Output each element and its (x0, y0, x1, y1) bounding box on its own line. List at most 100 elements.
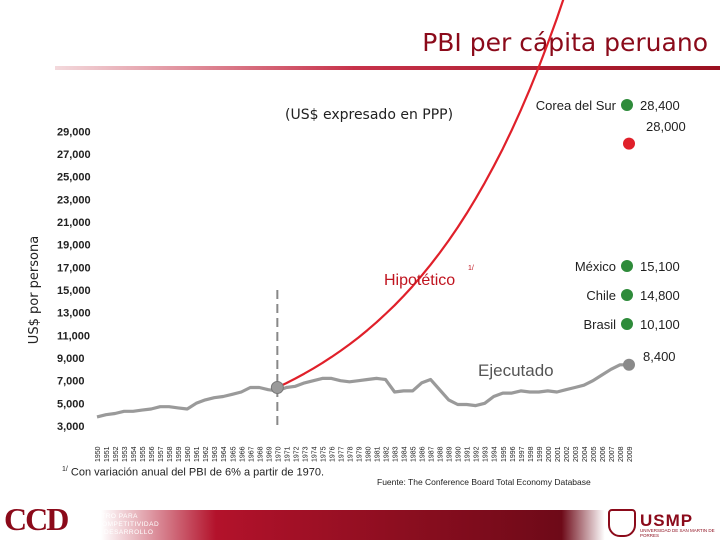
x-tick-label: 2005 (591, 446, 598, 462)
x-tick-label: 1956 (149, 446, 156, 462)
series-label-ejecutado: Ejecutado (478, 361, 554, 380)
hipotetico-footnote-marker: 1/ (468, 265, 474, 272)
country-value: 10,100 (640, 317, 680, 332)
source-note: Fuente: The Conference Board Total Econo… (377, 477, 591, 487)
x-tick-label: 2000 (546, 446, 553, 462)
x-tick-label: 1965 (230, 446, 237, 462)
x-tick-label: 1987 (429, 446, 436, 462)
x-tick-label: 1975 (320, 446, 327, 462)
country-marker (621, 260, 633, 272)
x-tick-label: 1981 (375, 446, 382, 462)
x-tick-label: 1973 (302, 446, 309, 462)
x-tick-label: 1950 (95, 446, 102, 462)
usmp-crest-icon (608, 509, 636, 537)
x-tick-label: 1961 (194, 446, 201, 462)
ccd-logo: CCD (4, 501, 69, 537)
x-tick-label: 1953 (122, 446, 129, 462)
x-tick-label: 1992 (474, 446, 481, 462)
x-tick-label: 1957 (158, 446, 165, 462)
x-tick-label: 2006 (600, 446, 607, 462)
series-label-hipotetico: Hipotético (384, 272, 455, 289)
x-tick-label: 2008 (618, 446, 625, 462)
x-tick-label: 1983 (393, 446, 400, 462)
x-tick-label: 1977 (338, 446, 345, 462)
end-label-ejecutado: 8,400 (643, 349, 676, 364)
chart-subtitle: (US$ expresado en PPP) (285, 107, 454, 123)
x-tick-label: 1998 (528, 446, 535, 462)
ccd-logo-line: CENTRO PARA (86, 513, 138, 520)
country-label: Chile (586, 288, 616, 303)
x-tick-label: 1979 (356, 446, 363, 462)
x-tick-label: 1995 (501, 446, 508, 462)
x-tick-label: 1951 (104, 446, 111, 462)
y-tick-label: 7,000 (57, 376, 85, 388)
y-tick-label: 29,000 (57, 126, 91, 138)
x-tick-label: 1993 (483, 446, 490, 462)
y-tick-label: 19,000 (57, 240, 91, 252)
x-tick-label: 1997 (519, 446, 526, 462)
x-tick-label: 1972 (293, 446, 300, 462)
country-value: 15,100 (640, 259, 680, 274)
x-tick-label: 1986 (420, 446, 427, 462)
y-axis-label: US$ por persona (27, 236, 42, 344)
x-tick-label: 1976 (329, 446, 336, 462)
x-tick-label: 1988 (438, 446, 445, 462)
country-label: México (575, 259, 616, 274)
title-rule (55, 66, 720, 70)
footer-bar (0, 510, 720, 540)
y-tick-label: 9,000 (57, 353, 85, 365)
y-tick-label: 23,000 (57, 194, 91, 206)
x-tick-label: 2001 (555, 446, 562, 462)
end-label-hipotetico: 28,000 (646, 119, 686, 134)
x-tick-label: 1989 (447, 446, 454, 462)
y-tick-label: 13,000 (57, 308, 91, 320)
x-tick-label: 2007 (609, 446, 616, 462)
x-tick-label: 1999 (537, 446, 544, 462)
y-tick-label: 5,000 (57, 398, 85, 410)
country-label: Brasil (583, 317, 616, 332)
country-marker (621, 99, 633, 111)
start-point-marker (270, 380, 284, 394)
x-tick-label: 1959 (176, 446, 183, 462)
country-marker (621, 318, 633, 330)
x-tick-label: 1994 (492, 446, 499, 462)
x-tick-label: 1964 (221, 446, 228, 462)
y-tick-label: 17,000 (57, 262, 91, 274)
x-tick-label: 2003 (573, 446, 580, 462)
x-tick-label: 1985 (411, 446, 418, 462)
x-tick-label: 1954 (131, 446, 138, 462)
ccd-logo-text: CENTRO PARA LA COMPETITIVIDAD Y EL DESAR… (86, 513, 159, 537)
x-tick-label: 1962 (203, 446, 210, 462)
series-line-hipotetico (276, 0, 565, 389)
x-tick-label: 1982 (384, 446, 391, 462)
x-tick-label: 1990 (456, 446, 463, 462)
country-label: Corea del Sur (536, 98, 617, 113)
y-tick-label: 25,000 (57, 172, 91, 184)
y-tick-label: 21,000 (57, 217, 91, 229)
country-marker (621, 289, 633, 301)
x-tick-label: 1991 (465, 446, 472, 462)
x-tick-label: 1971 (284, 446, 291, 462)
x-tick-label: 1970 (275, 446, 282, 462)
footnote-marker: 1/ (62, 466, 68, 473)
footnote-text: Con variación anual del PBI de 6% a part… (70, 466, 325, 479)
ccd-logo-line: LA COMPETITIVIDAD (86, 521, 160, 528)
y-tick-label: 11,000 (57, 330, 90, 342)
y-tick-label: 3,000 (57, 421, 85, 433)
x-tick-label: 1958 (167, 446, 174, 462)
x-tick-label: 1974 (311, 446, 318, 462)
x-tick-label: 1996 (510, 446, 517, 462)
x-tick-label: 1963 (212, 446, 219, 462)
x-tick-label: 1978 (347, 446, 354, 462)
end-point-ejecutado (623, 358, 635, 371)
x-tick-label: 1969 (266, 446, 273, 462)
x-tick-label: 1980 (366, 446, 373, 462)
x-tick-label: 2009 (627, 446, 634, 462)
x-tick-label: 1952 (113, 446, 120, 462)
x-tick-label: 1967 (248, 446, 255, 462)
usmp-logo: USMP (640, 511, 694, 530)
x-tick-label: 1960 (185, 446, 192, 462)
country-value: 14,800 (640, 288, 680, 303)
y-tick-label: 27,000 (57, 149, 91, 161)
